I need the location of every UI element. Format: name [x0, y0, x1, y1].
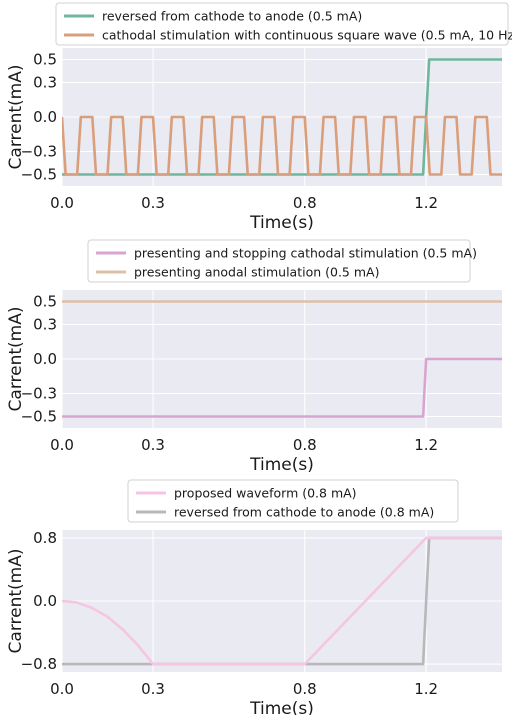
x-tick-label: 0.8 [293, 194, 317, 212]
y-axis-label: Carrent(mA) [6, 65, 26, 170]
y-tick-label: −0.3 [21, 385, 57, 403]
series-line-1 [62, 536, 502, 666]
legend-box [55, 2, 509, 46]
legend-label: presenting and stopping cathodal stimula… [134, 246, 477, 261]
series-line-1 [62, 357, 502, 418]
series-group [62, 300, 502, 418]
y-tick-label: 0.0 [33, 108, 57, 126]
y-tick-label: 0.5 [33, 51, 57, 69]
chart-panel-1: 0.0 0.3 0.8 1.2 0.5 0.3 0.0 −0.3 −0.5 Time(s) Carr… [6, 2, 512, 233]
x-tick-label: 0.0 [50, 436, 74, 454]
series-group [62, 58, 502, 176]
chart-panel-3: 0.0 0.3 0.8 1.2 0.8 0.0 −0.8 Time(s) Carrent(mA)… [6, 479, 502, 715]
legend-label: presenting anodal stimulation (0.5 mA) [134, 265, 379, 280]
legend: presenting and stopping cathodal stimula… [87, 239, 477, 283]
x-tick-label: 0.3 [141, 436, 165, 454]
x-tick-label: 0.8 [293, 436, 317, 454]
y-tick-label: 0.3 [33, 74, 57, 92]
y-tick-label: 0.5 [33, 293, 57, 311]
legend: proposed waveform (0.8 mA) reversed from … [127, 479, 459, 523]
x-axis-label: Time(s) [249, 699, 314, 715]
x-tick-label: 0.0 [50, 680, 74, 698]
chart-panel-2: 0.0 0.3 0.8 1.2 0.5 0.3 0.0 −0.3 −0.5 Time(s) Carr… [6, 239, 502, 475]
legend-box [87, 239, 471, 283]
legend: reversed from cathode to anode (0.5 mA) c… [55, 2, 512, 46]
y-tick-label: −0.3 [21, 143, 57, 161]
x-tick-label: 1.2 [414, 680, 438, 698]
legend-label: reversed from cathode to anode (0.5 mA) [102, 9, 362, 24]
y-axis-label: Carrent(mA) [6, 307, 26, 412]
series-line-2 [62, 115, 502, 176]
y-tick-label: −0.5 [21, 166, 57, 184]
x-tick-label: 1.2 [414, 194, 438, 212]
x-tick-label: 0.8 [293, 680, 317, 698]
legend-label: proposed waveform (0.8 mA) [174, 486, 357, 501]
y-tick-label: 0.0 [33, 350, 57, 368]
legend-box [127, 479, 459, 523]
y-tick-label: −0.8 [21, 655, 57, 673]
x-tick-label: 0.3 [141, 194, 165, 212]
y-axis-label: Carrent(mA) [6, 549, 26, 654]
legend-label: reversed from cathode to anode (0.8 mA) [174, 505, 434, 520]
x-tick-label: 0.3 [141, 680, 165, 698]
y-tick-label: 0.3 [33, 316, 57, 334]
y-tick-label: 0.8 [33, 529, 57, 547]
legend-label: cathodal stimulation with continuous squ… [102, 28, 512, 43]
y-tick-label: −0.5 [21, 408, 57, 426]
series-group [62, 536, 502, 666]
x-axis-label: Time(s) [249, 213, 314, 233]
y-tick-label: 0.0 [33, 592, 57, 610]
x-tick-label: 0.0 [50, 194, 74, 212]
x-tick-label: 1.2 [414, 436, 438, 454]
x-axis-label: Time(s) [249, 455, 314, 475]
